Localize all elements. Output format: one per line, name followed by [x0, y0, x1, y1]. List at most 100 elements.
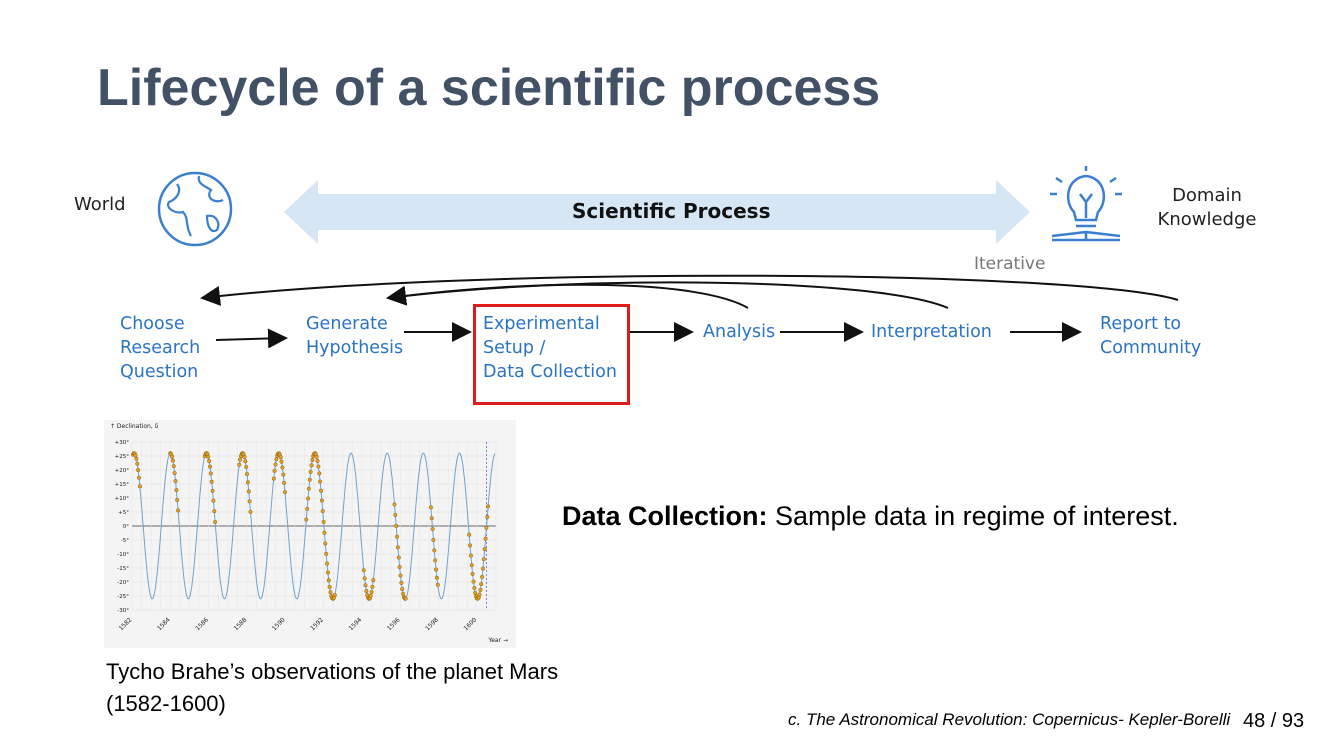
chart-observation-point	[134, 456, 139, 461]
chart-observation-point	[307, 477, 312, 482]
chart-observation-point	[274, 457, 279, 462]
chart-observation-point	[430, 527, 435, 532]
chart-observation-point	[310, 457, 315, 462]
chart-background	[104, 420, 516, 648]
chart-observation-point	[468, 553, 473, 558]
chart-observation-point	[479, 582, 484, 587]
chart-observation-point	[280, 465, 285, 470]
chart-observation-point	[318, 479, 323, 484]
step-choose-question: Choose Research Question	[120, 314, 201, 382]
chart-observation-point	[176, 508, 181, 513]
chart-observation-point	[362, 576, 367, 581]
chart-observation-point	[272, 468, 277, 473]
chart-observation-point	[242, 455, 247, 460]
chart-observation-point	[324, 551, 329, 556]
chart-observation-point	[172, 471, 177, 476]
flow-arrows	[200, 274, 1179, 349]
chart-observation-point	[399, 580, 404, 585]
chart-y-tick: -5°	[121, 538, 129, 544]
chart-observation-point	[174, 488, 179, 493]
chart-observation-point	[400, 586, 405, 591]
chart-observation-point	[484, 525, 489, 530]
chart-y-tick: -25°	[117, 594, 129, 600]
chart-observation-point	[473, 590, 478, 595]
chart-observation-point	[325, 570, 330, 575]
chart-observation-point	[281, 472, 286, 477]
chart-observation-point	[278, 455, 283, 460]
chart-observation-point	[282, 480, 287, 485]
chart-observation-point	[435, 582, 440, 587]
chart-observation-point	[396, 555, 401, 560]
chart-observation-point	[393, 512, 398, 517]
chart-observation-point	[468, 543, 473, 548]
chart-observation-point	[316, 464, 321, 469]
chart-observation-point	[171, 464, 176, 469]
chart-y-tick: +25°	[115, 454, 130, 460]
chart-observation-point	[237, 462, 242, 467]
chart-observation-point	[306, 496, 311, 501]
chart-observation-point	[327, 584, 332, 589]
chart-observation-point	[173, 479, 178, 484]
chart-observation-point	[247, 499, 252, 504]
chart-observation-point	[326, 578, 331, 583]
citation: c. The Astronomical Revolution: Copernic…	[788, 710, 1231, 729]
chart-observation-point	[478, 587, 483, 592]
scientific-process-label: Scientific Process	[572, 199, 771, 223]
chart-observation-point	[212, 509, 217, 514]
iterative-label: Iterative	[974, 254, 1046, 274]
chart-y-tick: 0°	[123, 524, 129, 530]
chart-observation-point	[477, 592, 482, 597]
chart-observation-point	[431, 537, 436, 542]
chart-observation-point	[363, 583, 368, 588]
process-band-arrow	[284, 180, 1030, 244]
chart-observation-point	[309, 463, 314, 468]
step-interpretation: Interpretation	[871, 322, 992, 342]
chart-observation-point	[135, 461, 140, 466]
chart-observation-point	[434, 575, 439, 580]
chart-observation-point	[434, 567, 439, 572]
chart-observation-point	[370, 584, 375, 589]
chart-observation-point	[323, 541, 328, 546]
chart-observation-point	[361, 568, 366, 573]
chart-observation-point	[481, 566, 486, 571]
chart-observation-point	[480, 574, 485, 579]
chart-observation-point	[273, 462, 278, 467]
chart-observation-point	[271, 476, 276, 481]
chart-observation-point	[433, 558, 438, 563]
chart-observation-point	[486, 504, 491, 509]
chart-observation-point	[398, 573, 403, 578]
chart-observation-point	[428, 505, 433, 510]
chart-observation-point	[319, 498, 324, 503]
chart-ylabel: ↑ Declination, δ	[110, 423, 159, 430]
chart-observation-point	[397, 564, 402, 569]
chart-observation-point	[246, 489, 251, 494]
chart-observation-point	[481, 557, 486, 562]
highlight-box	[473, 304, 630, 405]
chart-observation-point	[315, 458, 320, 463]
chart-observation-point	[248, 509, 253, 514]
chart-observation-point	[209, 479, 214, 484]
chart-observation-point	[317, 471, 322, 476]
chart-observation-point	[371, 578, 376, 583]
chart-observation-point	[306, 486, 311, 491]
chart-observation-point	[169, 454, 174, 459]
step-generate-hypothesis: Generate Hypothesis	[306, 314, 404, 358]
body-text: Data Collection: Sample data in regime o…	[562, 498, 1202, 534]
chart-observation-point	[279, 459, 284, 464]
chart-observation-point	[238, 457, 243, 462]
chart-observation-point	[321, 519, 326, 524]
chart-observation-point	[318, 488, 323, 493]
chart-observation-point	[471, 579, 476, 584]
chart-observation-point	[322, 530, 327, 535]
chart-observation-point	[137, 475, 142, 480]
chart-xlabel: Year →	[487, 637, 508, 644]
chart-observation-point	[485, 514, 490, 519]
chart-observation-point	[213, 519, 218, 524]
chart-observation-point	[308, 469, 313, 474]
chart-observation-point	[243, 459, 248, 464]
chart-observation-point	[392, 502, 397, 507]
chart-observation-point	[394, 523, 399, 528]
chart-observation-point	[470, 571, 475, 576]
chart-y-tick: +10°	[115, 496, 130, 502]
chart-observation-point	[429, 516, 434, 521]
